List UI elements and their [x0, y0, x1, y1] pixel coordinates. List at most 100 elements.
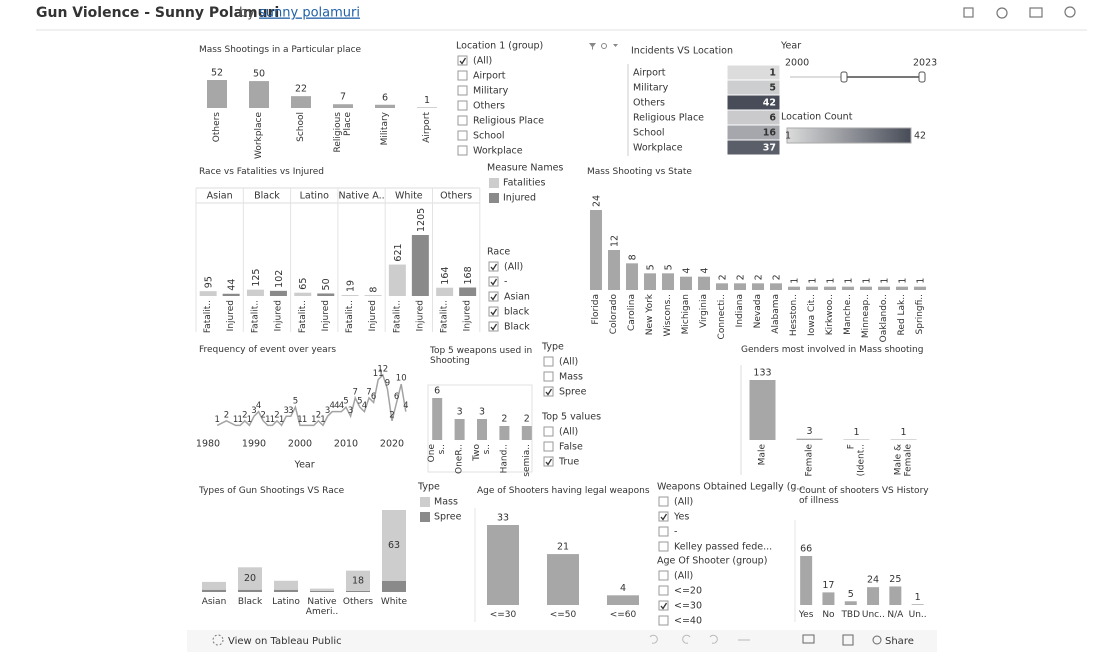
x-tick-label-box: Yes [795, 610, 817, 622]
filter-item[interactable]: False [559, 442, 583, 453]
value-label: 24 [592, 195, 603, 207]
filter-item[interactable]: Spree [559, 387, 587, 398]
filter-item[interactable]: Workplace [473, 146, 523, 157]
value-label: 21 [557, 542, 569, 553]
filter-item[interactable]: <=40 [674, 616, 702, 627]
rotated-label: Carolina [623, 294, 641, 336]
icon-copy[interactable] [964, 8, 973, 17]
filter-item[interactable]: (All) [674, 571, 693, 582]
bar [547, 554, 579, 605]
x-tick-label: Iowa Cit.. [803, 294, 821, 336]
author-link[interactable]: sunny polamuri [259, 6, 360, 21]
bar [207, 80, 227, 108]
table-icons [589, 43, 618, 50]
bar [800, 556, 812, 605]
checkbox[interactable] [458, 101, 467, 110]
value-label: 1 [853, 427, 859, 438]
x-tick-label: 1980 [196, 439, 220, 450]
x-tick-label-box: Fatalit.. [296, 300, 310, 334]
x-tick-label: White [376, 597, 412, 607]
rotated-label: Kirkwoo.. [821, 294, 839, 336]
filter-item[interactable]: Religious Place [473, 116, 544, 127]
legend-swatch [420, 497, 430, 507]
icon-menu[interactable] [613, 44, 618, 47]
table-title: Incidents VS Location [631, 46, 733, 57]
bar-segment [310, 589, 334, 591]
bar [522, 426, 532, 440]
icon-search[interactable] [602, 44, 607, 49]
icon-share[interactable] [997, 8, 1007, 18]
value-label: 4 [682, 268, 693, 274]
checkbox[interactable] [544, 357, 553, 366]
checkbox[interactable] [458, 131, 467, 140]
checkbox[interactable] [659, 527, 668, 536]
x-tick-label: Military [374, 112, 396, 152]
x-tick-label-box: TBD [840, 610, 862, 622]
legend-item: Fatalities [503, 178, 545, 189]
rotated-label: Florida [587, 294, 605, 336]
x-tick-label: Injured [461, 300, 475, 334]
checkbox[interactable] [659, 571, 668, 580]
filter-item[interactable]: Black [504, 322, 530, 333]
filter-item[interactable]: (All) [473, 56, 492, 67]
filter-item[interactable]: Yes [673, 512, 689, 523]
checkbox[interactable] [659, 586, 668, 595]
share-button[interactable]: Share [885, 636, 914, 647]
bar [436, 288, 453, 296]
filter-item[interactable]: Asian [504, 292, 530, 303]
checkbox[interactable] [458, 146, 467, 155]
checkbox[interactable] [544, 427, 553, 436]
value-label: 18 [352, 575, 364, 586]
x-tick-label: Nevada [749, 294, 767, 336]
x-tick-label-box: <=30 [473, 610, 533, 622]
value-label: 1 [826, 278, 837, 284]
bar [412, 235, 429, 296]
checkbox[interactable] [544, 372, 553, 381]
filter-item[interactable]: Kelley passed fede... [674, 542, 772, 553]
point-label: 4 [362, 401, 367, 411]
filter-item[interactable]: True [558, 457, 579, 468]
slider-handle[interactable] [919, 72, 925, 82]
icon-comment[interactable] [1030, 8, 1042, 17]
view-link[interactable]: View on Tableau Public [228, 636, 342, 647]
filter-item[interactable]: - [674, 527, 677, 538]
x-tick-label-box: Fatalit.. [438, 300, 452, 334]
filter-item[interactable]: - [504, 277, 507, 288]
filter-item[interactable]: Airport [473, 71, 506, 82]
point-label: 4 [403, 401, 408, 411]
x-tick-label-box: semia.. [516, 444, 538, 474]
checkbox[interactable] [544, 442, 553, 451]
point-label: 1 [279, 415, 284, 425]
checkbox[interactable] [659, 542, 668, 551]
x-tick-label-box: Male [752, 444, 774, 478]
filter-item[interactable]: Others [473, 101, 505, 112]
checkbox[interactable] [458, 86, 467, 95]
filter-item[interactable]: (All) [559, 427, 578, 438]
rotated-label: Connecti.. [713, 294, 731, 336]
x-tick-label-box: One s.. [426, 444, 448, 474]
point-label: 9 [385, 378, 390, 388]
chart-title-box: Frequency of event over years [199, 345, 459, 371]
filter-item[interactable]: Mass [559, 372, 583, 383]
x-tick-label: Fatalit.. [201, 300, 215, 334]
rotated-label: Injured [224, 300, 238, 334]
filter-item[interactable]: (All) [559, 357, 578, 368]
icon-badge[interactable] [1065, 7, 1075, 17]
filter-item[interactable]: black [504, 307, 530, 318]
rotated-label: Fatalit.. [248, 300, 262, 334]
checkbox[interactable] [458, 116, 467, 125]
filter-item[interactable]: <=20 [674, 586, 702, 597]
value-label: 125 [251, 269, 262, 287]
icon-filter[interactable] [589, 43, 596, 50]
filter-item[interactable]: <=30 [674, 601, 702, 612]
value-label: 1205 [416, 208, 427, 232]
checkbox[interactable] [659, 616, 668, 625]
checkbox[interactable] [458, 71, 467, 80]
slider-max: 2023 [913, 58, 937, 69]
filter-item[interactable]: (All) [504, 262, 523, 273]
filter-item[interactable]: School [473, 131, 505, 142]
legend-swatch [420, 512, 430, 522]
slider-handle[interactable] [841, 72, 847, 82]
value-label: 44 [227, 279, 238, 291]
filter-item[interactable]: Military [473, 86, 509, 97]
